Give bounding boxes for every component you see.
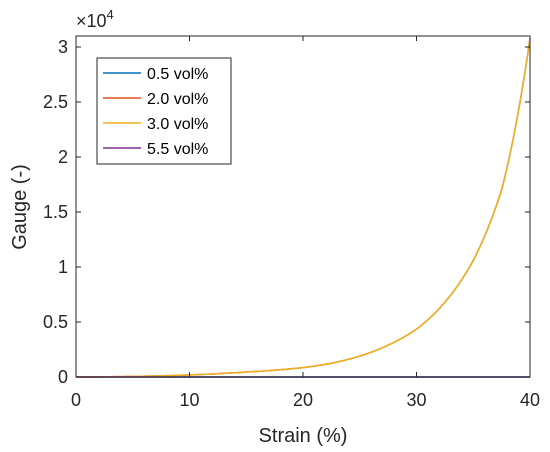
legend-label: 3.0 vol%	[147, 116, 208, 133]
y-tick-label: 0.5	[43, 312, 68, 332]
x-tick-label: 40	[520, 390, 540, 410]
legend-items: 0.5 vol% 2.0 vol% 3.0 vol% 5.5 vol%	[103, 66, 208, 158]
series-line-3	[76, 38, 531, 378]
y-axis: 0 0.5 1 1.5 2 2.5 3	[43, 37, 530, 387]
legend-box	[96, 57, 232, 165]
y-exponent-label: ×104	[76, 7, 114, 31]
y-tick-label: 1	[58, 257, 68, 277]
legend: 0.5 vol% 2.0 vol% 3.0 vol% 5.5 vol%	[96, 57, 232, 165]
y-axis-label: Gauge (-)	[9, 164, 31, 250]
y-tick-label: 2	[58, 147, 68, 167]
legend-label: 5.5 vol%	[147, 141, 208, 158]
x-axis-label: Strain (%)	[259, 425, 348, 447]
x-tick-label: 20	[293, 390, 313, 410]
y-tick-label: 0	[58, 367, 68, 387]
y-tick-label: 2.5	[43, 92, 68, 112]
x-tick-label: 30	[406, 390, 426, 410]
x-tick-label: 10	[179, 390, 199, 410]
y-tick-label: 3	[58, 37, 68, 57]
x-tick-label: 0	[71, 390, 81, 410]
legend-label: 2.0 vol%	[147, 91, 208, 108]
x-axis: 0 10 20 30 40	[71, 36, 540, 410]
legend-label: 0.5 vol%	[147, 66, 208, 83]
y-tick-label: 1.5	[43, 202, 68, 222]
